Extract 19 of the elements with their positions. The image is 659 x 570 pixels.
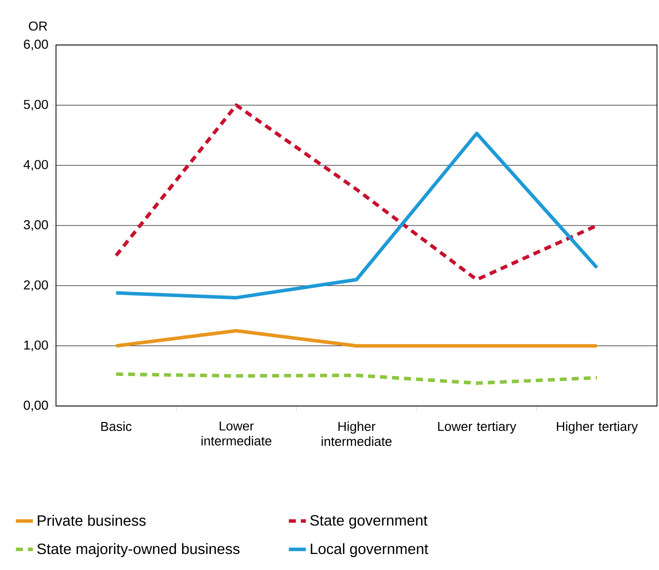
y-tick-label: 0,00 bbox=[24, 400, 48, 412]
y-tick-label: 3,00 bbox=[24, 220, 48, 231]
y-tick-label: 6,00 bbox=[24, 40, 48, 50]
y-tick-label: 5,00 bbox=[24, 100, 48, 111]
x-tick-label: Higher intermediate bbox=[322, 422, 392, 446]
legend-label: State government bbox=[310, 515, 428, 529]
x-tick-label: Higher tertiary bbox=[556, 422, 638, 434]
y-axis-title: OR bbox=[28, 21, 48, 31]
line-series bbox=[114, 372, 599, 385]
x-tick-label: Lower tertiary bbox=[438, 422, 516, 434]
x-tick-label: Lower intermediate bbox=[202, 422, 272, 446]
legend-label: Local government bbox=[310, 543, 428, 558]
legend-label: State majority-owned business bbox=[37, 543, 240, 558]
x-tick-label: Basic bbox=[101, 422, 132, 432]
legend-label: Private business bbox=[38, 514, 146, 526]
line-series bbox=[114, 132, 599, 300]
y-tick-label: 4,00 bbox=[24, 160, 48, 171]
y-tick-label: 2,00 bbox=[24, 280, 48, 292]
y-tick-label: 1,00 bbox=[24, 340, 48, 352]
